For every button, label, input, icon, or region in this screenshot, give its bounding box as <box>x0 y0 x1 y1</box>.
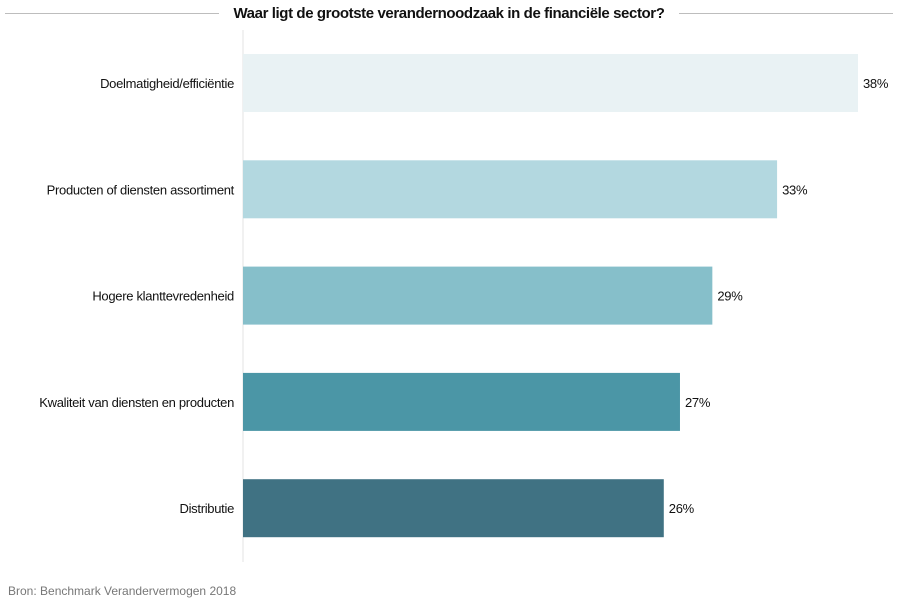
title-rule-right <box>678 12 893 14</box>
data-label: 27% <box>685 395 711 410</box>
bar <box>243 54 858 112</box>
data-label: 38% <box>863 76 889 91</box>
bar <box>243 266 713 325</box>
category-label: Hogere klanttevredenheid <box>92 289 234 304</box>
category-label: Producten of diensten assortiment <box>47 182 235 197</box>
data-label: 29% <box>717 289 743 304</box>
source-note: Bron: Benchmark Verandervermogen 2018 <box>8 584 237 598</box>
chart-title-bar: Waar ligt de grootste verandernoodzaak i… <box>5 3 893 23</box>
bar <box>243 160 778 219</box>
category-label: Distributie <box>180 501 235 516</box>
data-label: 26% <box>669 501 695 516</box>
category-label: Kwaliteit van diensten en producten <box>39 395 234 410</box>
chart-title: Waar ligt de grootste verandernoodzaak i… <box>233 4 665 22</box>
title-rule-left <box>5 12 220 14</box>
category-label: Doelmatigheid/efficiëntie <box>100 76 234 91</box>
bar <box>243 479 664 538</box>
bar <box>243 372 680 431</box>
data-label: 33% <box>782 182 808 197</box>
